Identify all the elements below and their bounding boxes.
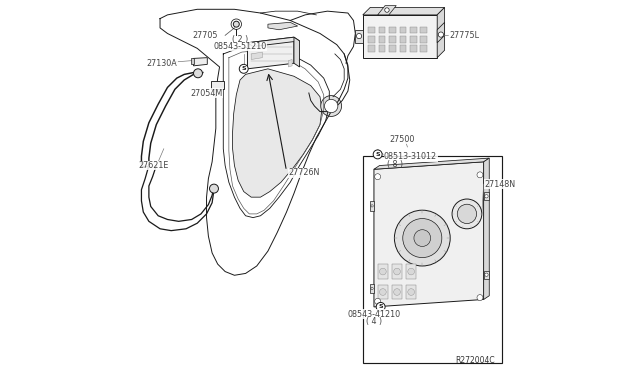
- Polygon shape: [379, 36, 385, 43]
- Circle shape: [374, 298, 381, 304]
- Polygon shape: [370, 284, 374, 293]
- Polygon shape: [379, 45, 385, 52]
- Polygon shape: [232, 69, 322, 197]
- Polygon shape: [484, 158, 489, 299]
- Polygon shape: [392, 264, 402, 279]
- Circle shape: [408, 289, 415, 295]
- Polygon shape: [410, 36, 417, 43]
- Text: S: S: [375, 152, 380, 157]
- Circle shape: [380, 268, 386, 275]
- Polygon shape: [355, 30, 363, 43]
- Polygon shape: [379, 27, 385, 33]
- Text: 08543-51210: 08543-51210: [213, 42, 267, 51]
- Polygon shape: [374, 162, 484, 307]
- Circle shape: [484, 273, 488, 276]
- Polygon shape: [268, 22, 298, 30]
- Text: R272004C: R272004C: [455, 356, 495, 365]
- Circle shape: [438, 32, 444, 37]
- Circle shape: [234, 21, 239, 27]
- Polygon shape: [211, 81, 225, 89]
- Polygon shape: [378, 6, 396, 15]
- Circle shape: [394, 268, 401, 275]
- Polygon shape: [369, 27, 375, 33]
- Text: S: S: [378, 304, 383, 310]
- Text: 08543-41210: 08543-41210: [348, 310, 401, 319]
- Polygon shape: [484, 271, 489, 279]
- Polygon shape: [369, 45, 375, 52]
- Polygon shape: [389, 36, 396, 43]
- Circle shape: [484, 195, 488, 198]
- Polygon shape: [410, 45, 417, 52]
- Polygon shape: [248, 37, 300, 46]
- Polygon shape: [389, 27, 396, 33]
- Polygon shape: [363, 15, 437, 58]
- Circle shape: [477, 295, 483, 301]
- Circle shape: [408, 268, 415, 275]
- Polygon shape: [399, 27, 406, 33]
- Polygon shape: [363, 7, 445, 15]
- Polygon shape: [370, 201, 374, 211]
- Polygon shape: [378, 264, 388, 279]
- Text: ( 8 ): ( 8 ): [387, 160, 403, 169]
- Polygon shape: [437, 7, 445, 58]
- Polygon shape: [251, 52, 262, 60]
- Polygon shape: [369, 36, 375, 43]
- Circle shape: [385, 8, 389, 12]
- Circle shape: [239, 64, 248, 73]
- Text: ( 2 ): ( 2 ): [232, 35, 248, 44]
- Text: 27500: 27500: [389, 135, 415, 144]
- Polygon shape: [437, 22, 445, 43]
- Text: 27775L: 27775L: [449, 31, 479, 40]
- Circle shape: [371, 288, 373, 290]
- Polygon shape: [191, 58, 193, 64]
- Text: 27705: 27705: [192, 31, 218, 40]
- Circle shape: [403, 219, 442, 257]
- Polygon shape: [399, 45, 406, 52]
- Circle shape: [457, 204, 477, 224]
- Circle shape: [374, 174, 381, 180]
- Circle shape: [376, 302, 385, 311]
- Circle shape: [373, 150, 382, 159]
- Text: 27130A: 27130A: [147, 59, 177, 68]
- Circle shape: [477, 172, 483, 178]
- Polygon shape: [378, 285, 388, 299]
- Bar: [363, 156, 502, 363]
- Circle shape: [321, 96, 342, 116]
- Text: 27148N: 27148N: [484, 180, 516, 189]
- Polygon shape: [420, 45, 427, 52]
- Circle shape: [356, 33, 362, 39]
- Circle shape: [209, 184, 218, 193]
- Polygon shape: [294, 37, 300, 67]
- Polygon shape: [289, 60, 292, 67]
- Circle shape: [394, 210, 450, 266]
- Polygon shape: [406, 285, 417, 299]
- Polygon shape: [420, 36, 427, 43]
- Polygon shape: [193, 58, 207, 66]
- Circle shape: [324, 99, 338, 113]
- Polygon shape: [420, 27, 427, 33]
- Polygon shape: [392, 285, 402, 299]
- Circle shape: [394, 289, 401, 295]
- Text: 27621E: 27621E: [138, 161, 169, 170]
- Polygon shape: [410, 27, 417, 33]
- Polygon shape: [406, 264, 417, 279]
- Circle shape: [380, 289, 386, 295]
- Text: ( 4 ): ( 4 ): [366, 317, 382, 326]
- Polygon shape: [484, 192, 489, 201]
- Polygon shape: [248, 37, 294, 69]
- Text: S: S: [241, 66, 246, 71]
- Circle shape: [193, 69, 202, 78]
- Circle shape: [452, 199, 482, 229]
- Circle shape: [414, 230, 431, 247]
- Text: 08513-31012: 08513-31012: [384, 153, 437, 161]
- Circle shape: [371, 205, 373, 207]
- Text: 27726N: 27726N: [289, 169, 320, 177]
- Polygon shape: [389, 45, 396, 52]
- Text: 27054M: 27054M: [191, 89, 223, 97]
- Polygon shape: [374, 158, 489, 169]
- Polygon shape: [399, 36, 406, 43]
